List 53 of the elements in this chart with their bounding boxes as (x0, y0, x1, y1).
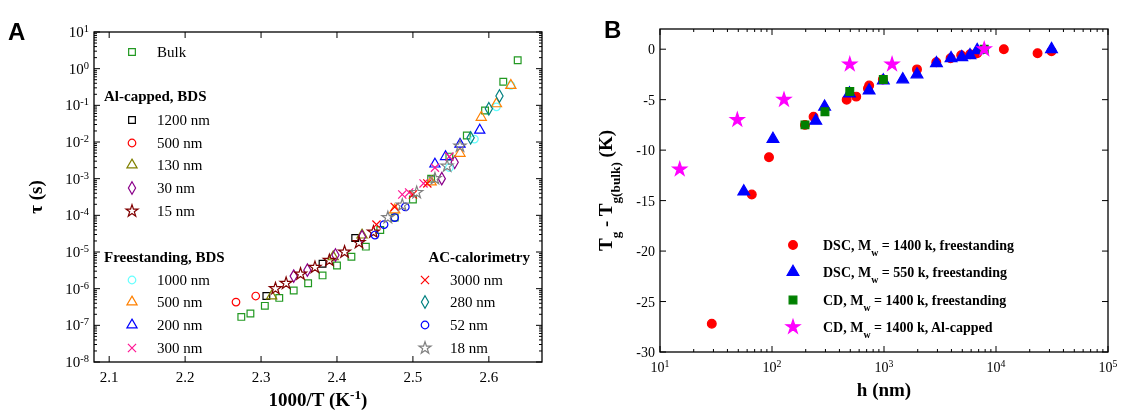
y-tick-label: 10$^{-8}$ (65, 352, 89, 370)
y-tick-label: 10$^{-3}$ (65, 169, 89, 187)
y-tick-label: 0 (648, 42, 655, 58)
legend-label: 280 nm (450, 294, 496, 310)
y-tick-label: -5 (643, 92, 655, 108)
y-tick-label: 10$^{-2}$ (65, 132, 89, 150)
y-tick-label: -30 (636, 345, 655, 360)
x-tick-label: 2.2 (175, 369, 195, 385)
legend-label: 30 nm (157, 180, 196, 196)
legend-label: 3000 nm (450, 272, 504, 288)
y-tick-label: 10$^{-4}$ (65, 205, 90, 224)
annotation: AC-calorimetry (428, 249, 531, 265)
x-tick-label: 2.1 (99, 369, 119, 385)
legend-label: 500 nm (157, 294, 203, 310)
y-tick-label: 10$^{-1}$ (65, 95, 89, 114)
x-axis-title: 1000/T (K$^{-1}$) (268, 386, 368, 411)
y-axis-title: τ (s) (25, 180, 47, 214)
legend-label: 1000 nm (157, 272, 211, 288)
y-tick-label: 10$^{-5}$ (65, 242, 89, 260)
y-tick-label: -25 (636, 294, 655, 310)
x-tick-label: 10$^{5}$ (1098, 357, 1118, 375)
y-tick-label: -15 (636, 193, 655, 209)
legend-label: DSC, M$_{w}$ = 1400 k, freestanding (823, 238, 1014, 258)
annotation: Freestanding, BDS (104, 249, 225, 265)
y-tick-label: -10 (636, 143, 655, 159)
legend-label: CD, M$_{w}$ = 1400 k, Al-capped (823, 320, 993, 340)
legend-label: 300 nm (157, 340, 203, 356)
x-tick-label: 2.6 (479, 369, 499, 385)
y-tick-label: 10$^{1}$ (68, 22, 89, 40)
x-tick-label: 10$^{3}$ (874, 357, 894, 375)
legend-label: 130 nm (157, 157, 203, 173)
legend-label: 500 nm (157, 135, 203, 151)
legend-label: 1200 nm (157, 112, 211, 128)
legend-label: DSC, M$_{w}$ = 550 k, freestanding (823, 265, 1007, 285)
legend-label: 200 nm (157, 317, 203, 333)
legend-label: 18 nm (450, 340, 489, 356)
legend-label: 52 nm (450, 317, 489, 333)
x-tick-label: 2.3 (251, 369, 271, 385)
y-tick-label: 10$^{-6}$ (65, 279, 89, 297)
y-tick-label: 10$^{0}$ (68, 59, 89, 77)
x-tick-label: 2.5 (403, 369, 423, 385)
annotation: Al-capped, BDS (104, 88, 207, 104)
legend-label: Bulk (157, 44, 187, 60)
x-tick-label: 2.4 (327, 369, 347, 385)
x-axis-title: h (nm) (856, 379, 912, 401)
x-tick-label: 10$^{2}$ (762, 357, 782, 375)
chart-title: A (8, 18, 26, 45)
legend-label: 15 nm (157, 203, 196, 219)
x-tick-label: 10$^{4}$ (986, 357, 1006, 375)
legend-label: CD, M$_{w}$ = 1400 k, freestanding (823, 293, 1007, 313)
y-tick-label: -20 (636, 244, 655, 260)
chart-title: B (604, 16, 622, 43)
y-tick-label: 10$^{-7}$ (65, 315, 89, 334)
